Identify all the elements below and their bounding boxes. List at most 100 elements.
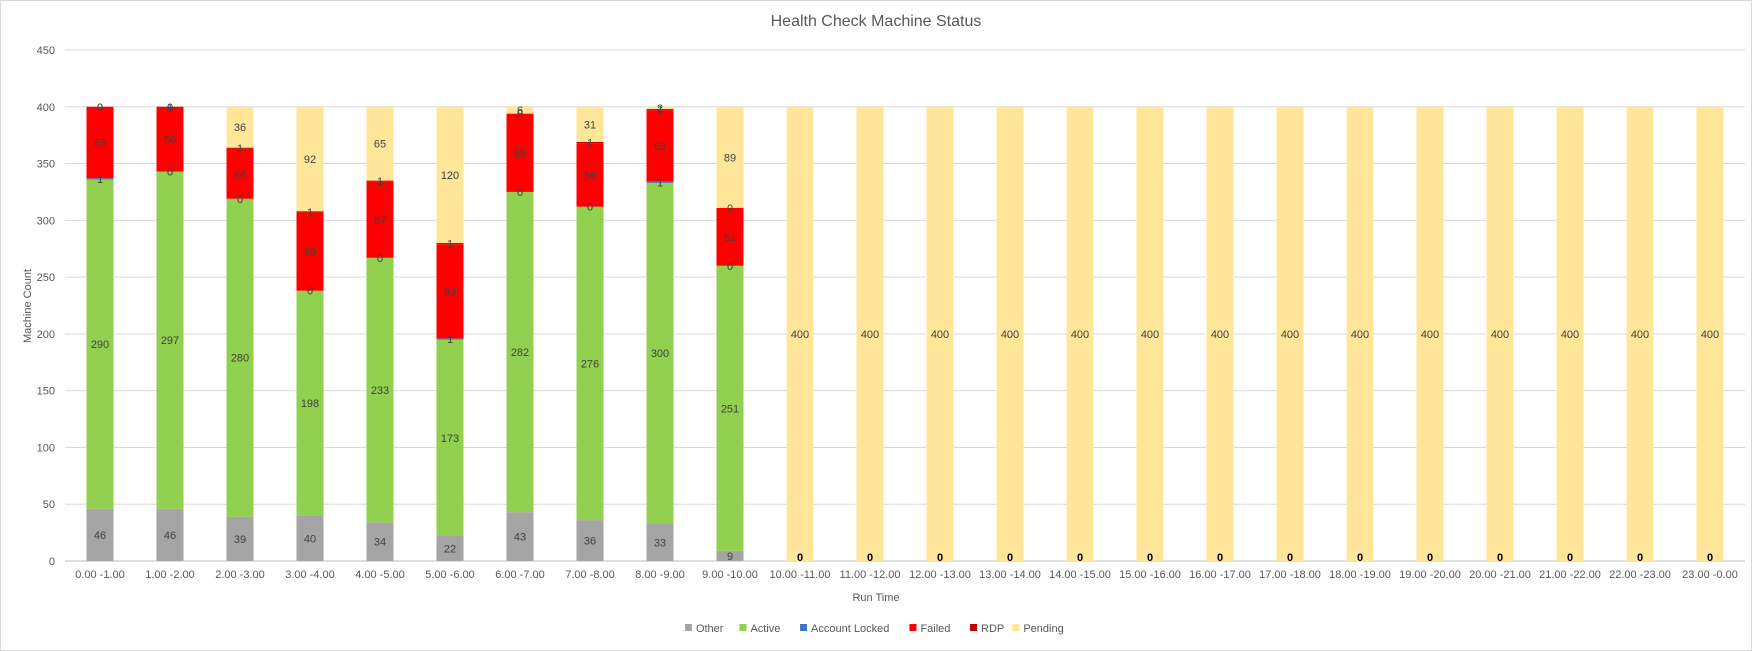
- data-label: 400: [791, 329, 809, 341]
- bar-segment-failed: [226, 148, 254, 199]
- bar-segment-pending: [1206, 106, 1234, 562]
- data-label: 0: [937, 552, 943, 564]
- legend-item-failed: Failed: [909, 623, 950, 635]
- data-label: 1: [377, 176, 383, 188]
- bar-segment-pending: [1136, 106, 1164, 562]
- data-label: 400: [1491, 329, 1509, 341]
- bar-segment-rdp: [436, 243, 464, 245]
- data-label: 276: [581, 358, 599, 370]
- data-label: 0: [797, 552, 803, 564]
- data-label: 46: [94, 530, 106, 542]
- data-label: 1: [97, 174, 103, 186]
- x-axis-title: Run Time: [852, 592, 899, 604]
- bar-segment-failed: [86, 106, 114, 179]
- x-tick-label: 23.00 -0.00: [1682, 569, 1738, 581]
- y-tick-label: 350: [37, 159, 55, 171]
- bar-segment-active: [576, 206, 604, 521]
- bar-segment-other: [716, 550, 744, 561]
- bar-segment-pending: [436, 106, 464, 244]
- bar-segment-rdp: [646, 109, 674, 111]
- bar-segment-pending: [1696, 106, 1724, 562]
- data-label: 400: [931, 329, 949, 341]
- bar-segment-rdp: [226, 147, 254, 149]
- data-label: 1: [447, 334, 453, 346]
- data-label: 36: [234, 122, 246, 134]
- bar-segment-other: [646, 523, 674, 561]
- y-tick-label: 200: [37, 329, 55, 341]
- y-tick-label: 300: [37, 215, 55, 227]
- x-tick-label: 10.00 -11.00: [770, 569, 831, 581]
- bar-segment-active: [156, 171, 184, 509]
- data-label: 0: [1497, 552, 1503, 564]
- bar-segment-pending: [646, 106, 674, 110]
- data-label: 400: [1351, 329, 1369, 341]
- bar-segment-active: [506, 191, 534, 513]
- bar-segment-other: [576, 520, 604, 561]
- bar-segment-pending: [1486, 106, 1514, 562]
- bar-segment-other: [156, 508, 184, 561]
- legend-item-pending: Pending: [1012, 623, 1064, 635]
- data-label: 83: [444, 286, 456, 298]
- data-label: 198: [301, 398, 319, 410]
- data-label: 1: [657, 177, 663, 189]
- bar-segment-pending: [1066, 106, 1094, 562]
- legend-item-account-locked: Account Locked: [800, 623, 889, 635]
- y-tick-label: 100: [37, 442, 55, 454]
- data-label: 36: [584, 536, 596, 548]
- bar-segment-pending: [716, 106, 744, 208]
- x-tick-label: 18.00 -19.00: [1329, 569, 1391, 581]
- data-label: 173: [441, 433, 459, 445]
- legend-label: Other: [696, 623, 724, 635]
- data-label: 0: [727, 261, 733, 273]
- bar-segment-other: [226, 516, 254, 561]
- legend-swatch: [739, 624, 747, 631]
- data-label: 400: [1561, 329, 1579, 341]
- x-tick-label: 21.00 -22.00: [1539, 569, 1601, 581]
- data-labels: 4629016300462970561039280044136401980691…: [91, 102, 1719, 564]
- data-label: 0: [167, 167, 173, 179]
- y-axis-title: Machine Count: [22, 269, 34, 343]
- bar-segment-pending: [996, 106, 1024, 562]
- data-label: 0: [167, 102, 173, 114]
- data-label: 56: [164, 135, 176, 147]
- data-label: 40: [304, 533, 316, 545]
- legend-swatch: [909, 624, 917, 631]
- bar-segment-rdp: [296, 211, 324, 213]
- data-label: 280: [231, 353, 249, 365]
- data-label: 1: [237, 143, 243, 155]
- y-tick-label: 250: [37, 272, 55, 284]
- bar-segment-pending: [786, 106, 814, 562]
- data-label: 34: [374, 537, 386, 549]
- bar-segment-failed: [296, 212, 324, 291]
- gridlines: [65, 49, 1745, 562]
- legend-item-active: Active: [739, 623, 780, 635]
- bar-segment-failed: [646, 110, 674, 182]
- x-tick-label: 14.00 -15.00: [1049, 569, 1111, 581]
- legend-label: Failed: [920, 623, 950, 635]
- data-label: 0: [97, 102, 103, 114]
- data-label: 51: [724, 232, 736, 244]
- bars: [86, 106, 1724, 562]
- data-label: 63: [654, 141, 666, 153]
- data-label: 67: [374, 215, 386, 227]
- x-tick-label: 12.00 -13.00: [909, 569, 971, 581]
- bar-segment-account-locked: [646, 181, 674, 183]
- data-label: 9: [727, 551, 733, 563]
- data-label: 400: [1421, 329, 1439, 341]
- legend-label: RDP: [981, 623, 1004, 635]
- data-label: 1: [587, 138, 593, 150]
- x-tick-label: 4.00 -5.00: [355, 569, 405, 581]
- data-label: 1: [167, 102, 173, 114]
- bar-segment-active: [296, 290, 324, 516]
- data-label: 0: [727, 203, 733, 215]
- data-label: 297: [161, 335, 179, 347]
- data-label: 400: [1001, 329, 1019, 341]
- data-label: 31: [584, 119, 596, 131]
- bar-segment-pending: [296, 106, 324, 212]
- bar-segment-active: [366, 257, 394, 523]
- bar-segment-pending: [856, 106, 884, 562]
- data-label: 33: [654, 537, 666, 549]
- data-label: 0: [1357, 552, 1363, 564]
- data-label: 1: [657, 105, 663, 117]
